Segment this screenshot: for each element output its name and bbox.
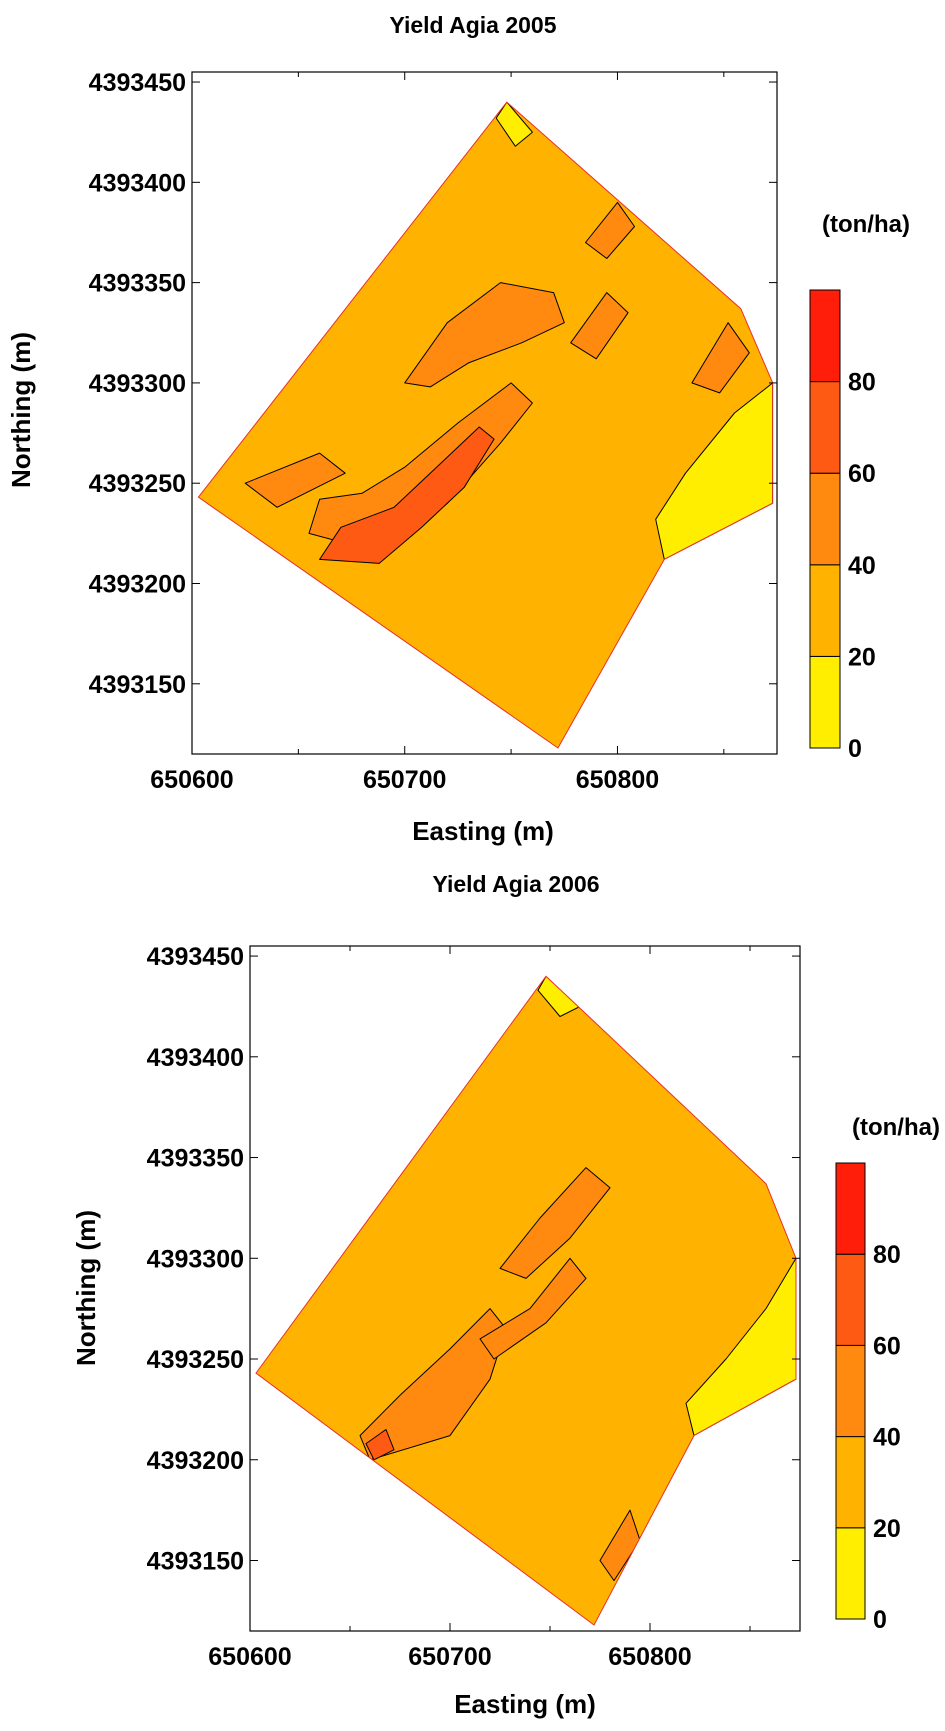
y-tick-label: 4393400	[147, 1044, 244, 1072]
colorbar-tick-label: 80	[848, 369, 876, 397]
x-tick-label: 650700	[408, 1643, 491, 1671]
contour-patch	[495, 102, 533, 147]
contour-patch	[570, 292, 629, 360]
chart-panel-1: Yield Agia 2005 650600 650700 650800 4393450…	[6, 12, 910, 846]
colorbar-tick-label: 60	[873, 1332, 901, 1360]
y-tick-label: 4393250	[147, 1346, 244, 1374]
colorbar-band	[809, 381, 841, 474]
colorbar-tick-label: 20	[873, 1515, 901, 1543]
colorbar-tick-label: 40	[848, 552, 876, 580]
colorbar-tick-label: 40	[873, 1424, 901, 1452]
chart-panel-2: Yield Agia 2006 650600 650700 650800 4393450…	[71, 871, 940, 1719]
x-tick-label: 650800	[608, 1643, 691, 1671]
contour-patch	[365, 1429, 395, 1461]
x-tick-label: 650600	[208, 1643, 291, 1671]
colorbar-unit: (ton/ha)	[852, 1114, 940, 1141]
y-tick-label: 4393200	[89, 571, 186, 599]
contour-patch	[319, 426, 495, 564]
y-tick-label: 4393250	[89, 470, 186, 498]
chart-title: Yield Agia 2005	[389, 12, 556, 38]
contour-patch	[369, 1136, 403, 1183]
y-tick-label: 4393150	[89, 671, 186, 699]
y-tick-label: 4393300	[89, 370, 186, 398]
y-axis-label: Northing (m)	[6, 332, 36, 488]
colorbar-band	[835, 1436, 866, 1529]
y-tick-label: 4393450	[89, 69, 186, 97]
x-axis-label: Easting (m)	[454, 1689, 596, 1719]
colorbar-band	[835, 1253, 866, 1346]
colorbar: 0 20 40 60 80 (ton/ha)	[809, 211, 910, 763]
colorbar-unit: (ton/ha)	[822, 211, 910, 238]
colorbar-band	[809, 564, 841, 657]
contour-patch	[244, 452, 346, 508]
y-tick-label: 4393150	[147, 1547, 244, 1575]
contour-patch	[691, 322, 750, 394]
colorbar-tick-label: 0	[848, 735, 862, 763]
contour-patches	[359, 976, 796, 1582]
field-area	[256, 976, 796, 1625]
contour-patch	[359, 1308, 507, 1461]
contour-patch	[499, 1167, 611, 1279]
contour-patch	[585, 201, 635, 259]
plot-frame	[249, 945, 801, 1632]
y-tick-label: 4393300	[147, 1245, 244, 1273]
colorbar-band	[835, 1344, 866, 1438]
colorbar-tick-label: 60	[848, 460, 876, 488]
field-boundary	[197, 101, 774, 749]
x-tick-label: 650700	[363, 766, 446, 794]
colorbar-band	[809, 472, 841, 566]
plot-frame	[191, 71, 778, 755]
colorbar-tick-label: 80	[873, 1241, 901, 1269]
y-tick-label: 4393450	[147, 943, 244, 971]
x-tick-label: 650600	[150, 766, 233, 794]
y-tick-label: 4393350	[89, 270, 186, 298]
colorbar-tick-label: 20	[848, 643, 876, 671]
colorbar-band	[809, 655, 841, 749]
colorbar: 0 20 40 60 80 (ton/ha)	[835, 1114, 940, 1634]
colorbar-band	[809, 289, 841, 383]
contour-patch	[404, 282, 565, 388]
colorbar-band	[835, 1162, 866, 1255]
field-boundary	[255, 975, 797, 1626]
y-tick-label: 4393350	[147, 1145, 244, 1173]
x-tick-label: 650800	[576, 766, 659, 794]
y-tick-label: 4393200	[147, 1447, 244, 1475]
y-tick-label: 4393400	[89, 169, 186, 197]
contour-patch	[685, 1257, 796, 1437]
chart-title: Yield Agia 2006	[432, 871, 599, 897]
colorbar-band	[835, 1527, 866, 1620]
y-axis-label: Northing (m)	[71, 1210, 101, 1366]
contour-patch	[479, 1257, 587, 1360]
x-axis-label: Easting (m)	[412, 816, 554, 846]
colorbar-tick-label: 0	[873, 1606, 887, 1634]
